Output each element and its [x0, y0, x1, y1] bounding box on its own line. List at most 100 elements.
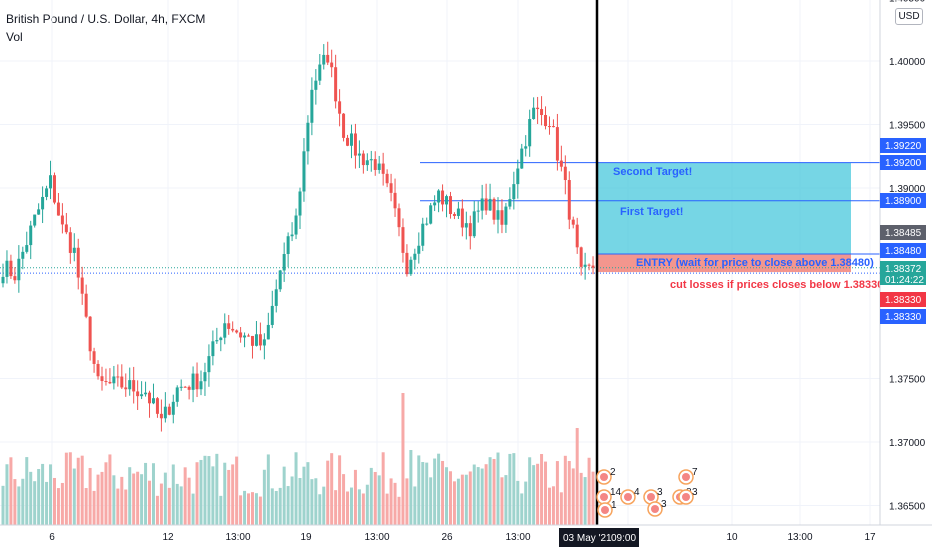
candle-body — [171, 401, 175, 415]
volume-bar — [373, 471, 377, 525]
candle-body — [60, 215, 64, 225]
candle-body — [13, 276, 17, 281]
volume-bar — [104, 462, 108, 525]
candle-body — [247, 335, 251, 337]
volume-bar — [306, 462, 310, 525]
candle-body — [84, 293, 88, 317]
price-tick-label: 1.40500 — [889, 0, 926, 5]
flag-icon — [600, 473, 608, 481]
stop-annotation: cut losses if prices closes below 1.3833… — [670, 279, 883, 291]
candle-body — [151, 398, 155, 404]
time-tick-label: 26 — [441, 532, 453, 543]
volume-bar — [563, 455, 567, 525]
event-count: 4 — [634, 487, 640, 498]
volume-bar — [377, 475, 381, 525]
volume-bar — [488, 457, 492, 525]
volume-bar — [512, 453, 516, 525]
volume-bar — [425, 462, 429, 525]
candle-body — [456, 208, 460, 216]
volume-bar — [274, 490, 278, 525]
chart-header-title: British Pound / U.S. Dollar, 4h, FXCM — [6, 12, 206, 26]
candle-body — [310, 89, 314, 123]
volume-bar — [544, 461, 548, 525]
candle-body — [547, 126, 551, 128]
price-tick-label: 1.37500 — [889, 375, 926, 386]
volume-bar — [116, 488, 120, 525]
volume-bar — [219, 495, 223, 525]
price-tick-label: 1.39000 — [889, 184, 926, 195]
volume-bar — [167, 487, 171, 525]
candle-body — [500, 210, 504, 225]
volume-bar — [239, 495, 243, 525]
volume-bar — [342, 474, 346, 525]
volume-bar — [227, 469, 231, 525]
candle-body — [199, 381, 203, 390]
candle-body — [25, 245, 29, 252]
event-count: 3 — [661, 499, 667, 510]
volume-bar — [140, 474, 144, 525]
volume-bar — [171, 464, 175, 525]
candle-body — [377, 163, 381, 170]
candle-body — [484, 198, 488, 211]
volume-bar — [21, 478, 25, 525]
volume-bar — [250, 492, 254, 525]
candle-body — [338, 101, 342, 114]
candle-body — [120, 376, 124, 388]
candle-body — [389, 183, 393, 193]
candle-body — [357, 153, 361, 156]
volume-bar — [346, 491, 350, 525]
volume-bar — [92, 490, 96, 525]
candle-body — [334, 67, 338, 102]
candle-body — [155, 398, 159, 414]
candle-body — [52, 175, 56, 203]
volume-bar — [369, 467, 373, 525]
volume-bar — [583, 477, 587, 525]
candle-body — [591, 265, 595, 268]
candle-body — [191, 373, 195, 390]
volume-bar — [318, 494, 322, 525]
volume-bar — [429, 477, 433, 525]
candle-body — [429, 205, 433, 224]
candle-body — [544, 115, 548, 127]
event-count: 14 — [610, 487, 622, 498]
flag-icon — [651, 505, 659, 513]
price-tick-label: 1.40000 — [889, 57, 926, 68]
candle-body — [37, 209, 41, 215]
candle-body — [452, 214, 456, 216]
price-tick-label: 1.37000 — [889, 438, 926, 449]
candle-body — [96, 363, 100, 377]
volume-bar — [29, 471, 33, 525]
volume-bar — [393, 482, 397, 525]
volume-bar — [155, 495, 159, 525]
candle-body — [21, 251, 25, 259]
volume-bar — [183, 467, 187, 525]
volume-bar — [84, 488, 88, 525]
volume-bar — [334, 490, 338, 525]
volume-bar — [460, 474, 464, 525]
volume-bar — [45, 481, 49, 525]
candle-body — [555, 127, 559, 161]
candle-body — [286, 236, 290, 255]
volume-bar — [294, 452, 298, 525]
volume-label: Vol — [6, 30, 23, 44]
volume-bar — [381, 452, 385, 525]
candle-body — [460, 208, 464, 228]
candle-body — [266, 324, 270, 340]
candle-body — [112, 376, 116, 384]
second-target-annotation: Second Target! — [613, 166, 692, 178]
volume-bar — [207, 456, 211, 525]
volume-bar — [100, 471, 104, 525]
candle-body — [373, 159, 377, 170]
volume-bar — [41, 463, 45, 525]
time-tick-label: 19 — [300, 532, 312, 543]
volume-bar — [417, 455, 421, 525]
volume-bar — [195, 462, 199, 525]
currency-button[interactable]: USD — [895, 8, 923, 25]
candle-body — [41, 196, 45, 210]
candle-body — [64, 224, 68, 233]
candle-body — [254, 334, 258, 346]
candle-body — [9, 260, 13, 277]
volume-bar — [13, 479, 17, 525]
candle-body — [207, 356, 211, 373]
